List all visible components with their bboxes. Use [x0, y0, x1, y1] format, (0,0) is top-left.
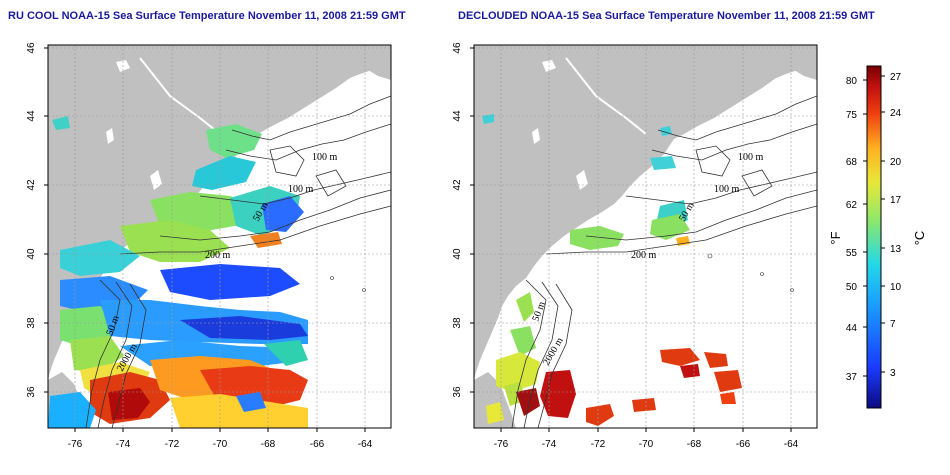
celsius-tick-label: 13: [890, 244, 902, 255]
celsius-tick-label: 27: [890, 72, 902, 83]
right-map-panel: 100 m 100 m 50 m 200 m 50 m 2000 m 46 44…: [452, 42, 818, 450]
isobath-label: 100 m: [312, 152, 338, 163]
celsius-tick-label: 10: [890, 282, 902, 293]
river: [565, 57, 647, 135]
x-tick-label: -64: [358, 439, 373, 450]
bathymetry-contours: [85, 95, 391, 428]
fahrenheit-tick-label: 37: [846, 372, 858, 383]
contour-speck: [790, 288, 794, 292]
x-tick-label: -74: [542, 439, 557, 450]
x-tick-label: -76: [68, 439, 83, 450]
fahrenheit-tick-label: 80: [846, 76, 858, 87]
x-tick-label: -64: [784, 439, 799, 450]
x-tick-label: -68: [687, 439, 702, 450]
fahrenheit-tick-label: 68: [846, 157, 858, 168]
fahrenheit-tick-label: 75: [846, 110, 858, 121]
y-tick-label: 44: [452, 110, 463, 122]
land-mass: [48, 45, 391, 380]
y-tick-label: 42: [452, 179, 463, 191]
celsius-tick-label: 7: [890, 319, 896, 330]
celsius-tick-label: 24: [890, 108, 902, 119]
x-axis-ticks: [500, 428, 792, 432]
fahrenheit-unit-label: °F: [828, 231, 843, 244]
right-map-title: DECLOUDED NOAA-15 Sea Surface Temperatur…: [458, 10, 875, 22]
x-axis-ticks: [74, 428, 366, 432]
celsius-unit-label: °C: [912, 231, 927, 246]
y-tick-label: 40: [452, 248, 463, 260]
map-grid: [474, 45, 817, 428]
contour-speck: [707, 253, 713, 259]
x-tick-label: -70: [639, 439, 654, 450]
contour-speck: [362, 288, 366, 292]
left-map-panel: 100 m 100 m 50 m 200 m 50 m 2000 m 46 44…: [26, 42, 392, 450]
sst-imagery-right: [482, 114, 742, 426]
y-axis-ticks: [44, 47, 48, 393]
newfoundland-fragment: [362, 52, 391, 80]
temperature-colorbar: 80 75 68 62 55 50 44 37 °F 27 24 20 17 1…: [828, 65, 927, 409]
isobath-label: 100 m: [738, 152, 764, 163]
x-tick-label: -76: [494, 439, 509, 450]
celsius-tick-label: 20: [890, 157, 902, 168]
colorbar-gradient: [866, 65, 882, 409]
x-tick-label: -72: [165, 439, 180, 450]
y-tick-label: 42: [26, 179, 37, 191]
isobath-label: 100 m: [288, 184, 314, 195]
y-tick-label: 40: [26, 248, 37, 260]
x-tick-label: -68: [261, 439, 276, 450]
x-tick-label: -72: [591, 439, 606, 450]
fahrenheit-tick-label: 44: [846, 323, 858, 334]
fahrenheit-ticks: [863, 79, 867, 377]
delmarva-land: [474, 372, 516, 428]
x-tick-label: -66: [736, 439, 751, 450]
y-tick-label: 46: [452, 42, 463, 54]
lake: [106, 128, 114, 144]
celsius-tick-label: 3: [890, 368, 896, 379]
lake: [532, 128, 540, 144]
newfoundland-fragment: [788, 52, 817, 80]
celsius-tick-label: 17: [890, 195, 902, 206]
y-tick-label: 38: [26, 317, 37, 329]
left-map-title: RU COOL NOAA-15 Sea Surface Temperature …: [8, 10, 406, 22]
celsius-ticks: [881, 75, 885, 373]
y-tick-label: 36: [26, 386, 37, 398]
x-tick-label: -70: [213, 439, 228, 450]
fahrenheit-tick-label: 62: [846, 200, 858, 211]
map-grid: [48, 45, 391, 428]
isobath-label: 200 m: [205, 250, 231, 261]
fahrenheit-tick-label: 50: [846, 282, 858, 293]
y-tick-label: 44: [26, 110, 37, 122]
contour-speck: [760, 272, 764, 276]
fahrenheit-tick-label: 55: [846, 248, 858, 259]
y-axis-ticks: [470, 47, 474, 393]
y-tick-label: 38: [452, 317, 463, 329]
y-tick-label: 46: [26, 42, 37, 54]
isobath-label: 100 m: [714, 184, 740, 195]
bathymetry-contours: [511, 95, 817, 428]
land-mass: [474, 45, 817, 380]
isobath-label: 200 m: [631, 250, 657, 261]
contour-speck: [330, 276, 334, 280]
x-tick-label: -66: [310, 439, 325, 450]
river: [139, 57, 221, 135]
y-tick-label: 36: [452, 386, 463, 398]
sst-imagery-left: [48, 116, 308, 428]
x-tick-label: -74: [116, 439, 131, 450]
